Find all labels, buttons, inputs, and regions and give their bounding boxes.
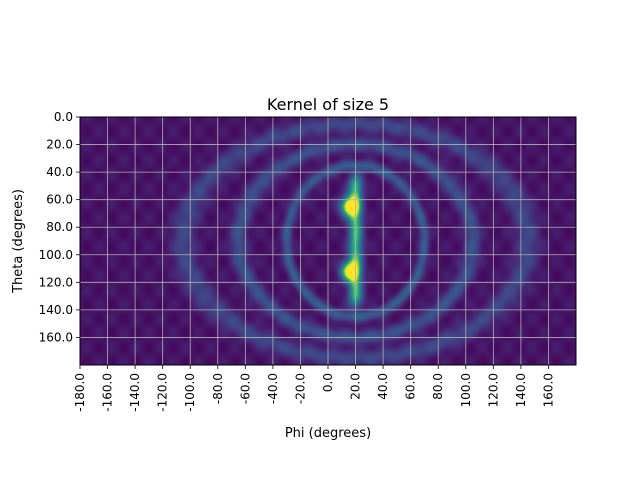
x-tick-label: 80.0 (431, 373, 445, 400)
x-tick-label: -160.0 (101, 373, 115, 412)
y-tick-label: 60.0 (46, 193, 73, 207)
y-tick-label: 160.0 (39, 330, 73, 344)
y-tick-label: 140.0 (39, 303, 73, 317)
y-tick-label: 120.0 (39, 275, 73, 289)
y-tick-label: 40.0 (46, 165, 73, 179)
x-tick-label: 60.0 (404, 373, 418, 400)
x-axis-label: Phi (degrees) (285, 426, 371, 441)
x-tick-label: 40.0 (376, 373, 390, 400)
x-tick-label: -140.0 (128, 373, 142, 412)
x-axis-ticks: -180.0 -160.0 -140.0 -120.0 -100.0 -80.0 -60.0… (73, 365, 555, 412)
plot-frame (79, 116, 577, 366)
y-axis-ticks: 0.0 20.0 40.0 60.0 80.0 100.0 120.0 140.0 160.0 (39, 110, 80, 344)
x-tick-label: 120.0 (486, 373, 500, 407)
x-tick-label: -80.0 (211, 373, 225, 404)
x-tick-label: -20.0 (293, 373, 307, 404)
x-tick-label: -40.0 (266, 373, 280, 404)
chart-title: Kernel of size 5 (267, 95, 389, 114)
y-tick-label: 0.0 (54, 110, 73, 124)
x-tick-label: 140.0 (514, 373, 528, 407)
y-tick-label: 100.0 (39, 248, 73, 262)
y-axis-label: Theta (degrees) (11, 189, 26, 294)
x-tick-label: -60.0 (238, 373, 252, 404)
x-tick-label: 160.0 (541, 373, 555, 407)
x-tick-label: -100.0 (183, 373, 197, 412)
y-tick-label: 80.0 (46, 220, 73, 234)
x-tick-label: 100.0 (459, 373, 473, 407)
x-tick-label: 20.0 (349, 373, 363, 400)
x-tick-label: -180.0 (73, 373, 87, 412)
x-tick-label: -120.0 (156, 373, 170, 412)
x-tick-label: 0.0 (321, 373, 335, 392)
y-tick-label: 20.0 (46, 138, 73, 152)
